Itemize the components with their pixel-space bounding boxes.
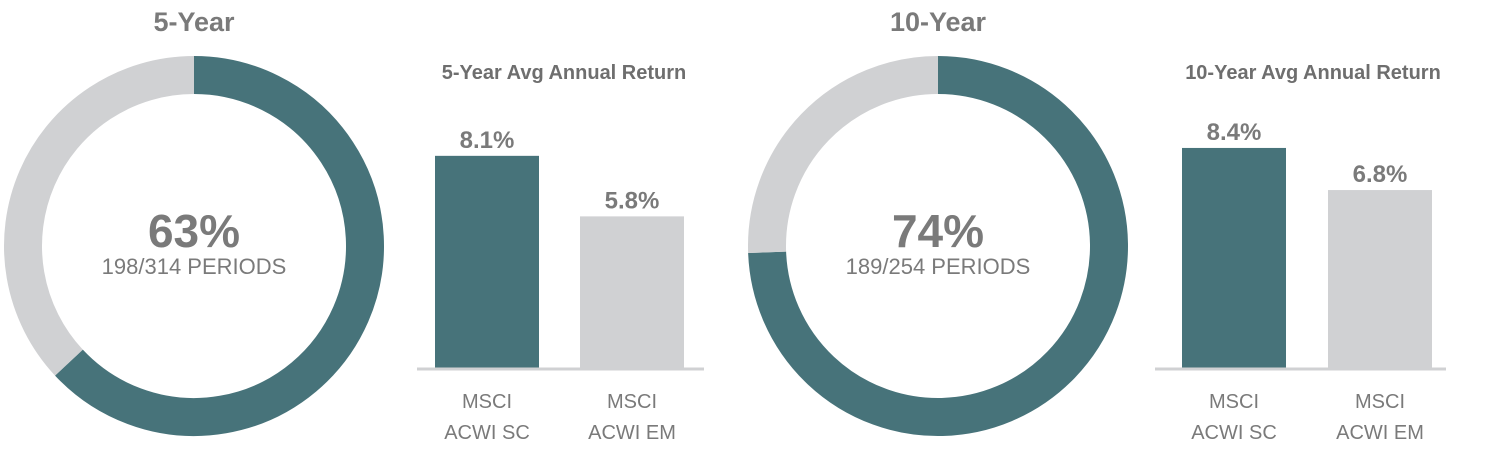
donut-slice-positive (55, 56, 384, 436)
bar-chart-5-year: 5-Year Avg Annual Return 8.1% 5.8% MSCI A… (417, 62, 704, 444)
donut-percent: 74% (892, 205, 984, 257)
bar-chart-title: 10-Year Avg Annual Return (1185, 62, 1441, 84)
bar (580, 216, 684, 369)
donut-arcs (4, 56, 384, 436)
bar (1182, 147, 1286, 369)
category-label-line1: MSCI (607, 391, 657, 413)
category-label-line2: ACWI SC (444, 422, 530, 444)
donut-slice-remainder (4, 56, 195, 376)
donut-slice-remainder (748, 56, 939, 254)
donut-title: 5-Year (153, 7, 235, 37)
bar-value-label: 5.8% (605, 187, 660, 214)
category-label: MSCI ACWI EM (1336, 391, 1424, 444)
donut-10-year: 10-Year 74% 189/254 PERIODS (748, 7, 1128, 436)
bar-chart-10-year: 10-Year Avg Annual Return 8.4% 6.8% MSCI … (1155, 62, 1446, 444)
bar-value-label: 6.8% (1353, 161, 1408, 188)
category-label: MSCI ACWI EM (588, 391, 676, 444)
bar-chart-title: 5-Year Avg Annual Return (442, 62, 687, 84)
category-label-line2: ACWI EM (588, 422, 676, 444)
bar (1328, 190, 1432, 369)
bar (435, 155, 539, 369)
category-label-line1: MSCI (1355, 391, 1405, 413)
donut-arcs (748, 56, 1128, 436)
category-label-line1: MSCI (462, 391, 512, 413)
donut-periods: 198/314 PERIODS (102, 254, 287, 279)
bar-value-label: 8.4% (1207, 119, 1262, 146)
donut-5-year: 5-Year 63% 198/314 PERIODS (4, 7, 384, 436)
donut-title: 10-Year (890, 7, 987, 37)
donut-periods: 189/254 PERIODS (846, 254, 1031, 279)
donut-slice-positive (748, 56, 1128, 436)
category-label-line2: ACWI EM (1336, 422, 1424, 444)
category-label: MSCI ACWI SC (444, 391, 530, 444)
bar-group: 8.4% 6.8% (1182, 119, 1432, 369)
donut-percent: 63% (148, 205, 240, 257)
bar-group: 8.1% 5.8% (435, 127, 684, 369)
bar-value-label: 8.1% (460, 127, 515, 154)
category-label: MSCI ACWI SC (1191, 391, 1277, 444)
category-label-line1: MSCI (1209, 391, 1259, 413)
category-label-line2: ACWI SC (1191, 422, 1277, 444)
